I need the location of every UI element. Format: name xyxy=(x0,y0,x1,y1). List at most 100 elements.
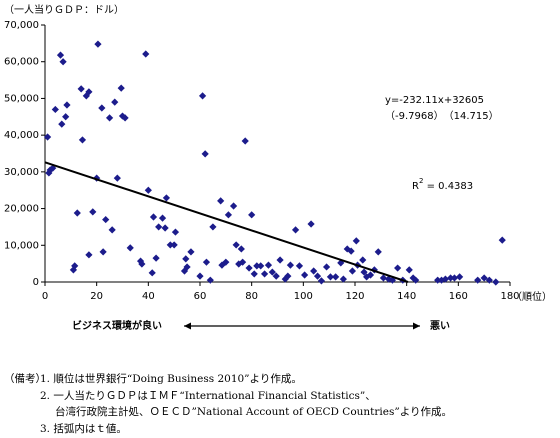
point xyxy=(217,197,225,205)
point xyxy=(121,114,129,122)
point xyxy=(148,269,156,277)
point xyxy=(161,224,169,232)
point xyxy=(136,257,145,265)
point xyxy=(182,255,190,263)
r2-rest: = 0.4383 xyxy=(423,181,473,192)
point xyxy=(437,276,446,284)
point xyxy=(108,226,116,234)
point xyxy=(295,262,304,270)
point xyxy=(434,276,442,284)
point xyxy=(291,226,300,234)
note-line: 3. 括弧内はｔ値。 xyxy=(40,422,127,435)
point xyxy=(43,133,52,141)
point xyxy=(218,261,226,269)
point xyxy=(485,276,493,284)
point xyxy=(229,202,238,210)
point xyxy=(237,245,245,253)
point xyxy=(450,274,459,282)
point xyxy=(170,241,178,249)
point xyxy=(102,215,110,224)
trend-line xyxy=(44,161,409,283)
point xyxy=(480,274,488,282)
point xyxy=(317,277,326,285)
point xyxy=(347,247,355,255)
point xyxy=(352,237,360,245)
x-axis-title: （順位） xyxy=(512,290,552,303)
point xyxy=(268,268,276,276)
point xyxy=(332,273,340,281)
y-axis-title: （一人当りＧＤＰ：ドル） xyxy=(4,3,124,16)
point xyxy=(85,88,93,96)
point xyxy=(201,150,209,158)
point xyxy=(105,114,114,122)
point xyxy=(152,254,160,262)
point xyxy=(374,248,382,256)
point xyxy=(171,228,180,236)
point xyxy=(322,263,331,271)
point xyxy=(441,275,450,283)
y-tick-label: 50,000 xyxy=(4,93,39,104)
point xyxy=(245,264,253,272)
point xyxy=(209,223,217,231)
r-squared: R2 = 0.4383 xyxy=(412,177,473,192)
point xyxy=(313,272,322,280)
notes-heading: （備考） xyxy=(4,372,46,385)
point xyxy=(379,274,388,282)
point xyxy=(498,236,506,244)
y-tick-label: 60,000 xyxy=(4,57,39,68)
point xyxy=(339,275,347,283)
x-tick-label: 120 xyxy=(345,291,364,302)
point xyxy=(248,211,256,219)
point xyxy=(284,272,292,280)
note-line: 2. 一人当たりＧＤＰはＩＭＦ“International Financial … xyxy=(40,389,376,402)
point xyxy=(89,208,97,216)
point xyxy=(456,273,464,281)
x-tick-label: 180 xyxy=(500,291,519,302)
point xyxy=(272,272,280,280)
point xyxy=(162,194,171,202)
point xyxy=(142,50,150,58)
point xyxy=(62,113,70,121)
point xyxy=(187,248,195,256)
arrow-right-label: 悪い xyxy=(430,320,450,332)
x-tick-label: 20 xyxy=(90,291,103,302)
point xyxy=(348,267,357,275)
point xyxy=(149,213,158,221)
point xyxy=(56,51,65,59)
point xyxy=(264,261,273,269)
point xyxy=(235,260,243,268)
point xyxy=(257,262,265,270)
point xyxy=(166,241,174,249)
point xyxy=(360,268,368,276)
r2-base: R xyxy=(412,181,419,192)
point xyxy=(85,251,93,259)
arrow-left-label: ビジネス環境が良い xyxy=(72,319,162,332)
point xyxy=(59,58,67,66)
point xyxy=(98,104,106,112)
x-tick-label: 100 xyxy=(294,291,313,302)
point xyxy=(492,278,500,286)
point xyxy=(198,92,207,100)
y-tick-label: 20,000 xyxy=(4,204,39,215)
point xyxy=(222,258,230,266)
point xyxy=(359,256,367,264)
point xyxy=(405,266,413,274)
point xyxy=(253,262,261,270)
point xyxy=(412,276,420,284)
point xyxy=(310,267,318,275)
point xyxy=(307,220,315,228)
equation: y=-232.11x+32605 xyxy=(385,95,484,106)
point xyxy=(301,271,309,279)
point xyxy=(196,272,204,280)
point xyxy=(232,241,240,249)
point xyxy=(286,261,295,269)
point xyxy=(78,136,87,144)
point xyxy=(94,40,102,48)
point xyxy=(99,248,107,256)
point xyxy=(113,174,121,182)
point xyxy=(260,270,269,278)
y-tick-label: 30,000 xyxy=(4,167,39,178)
point xyxy=(71,262,79,270)
point xyxy=(155,223,163,231)
